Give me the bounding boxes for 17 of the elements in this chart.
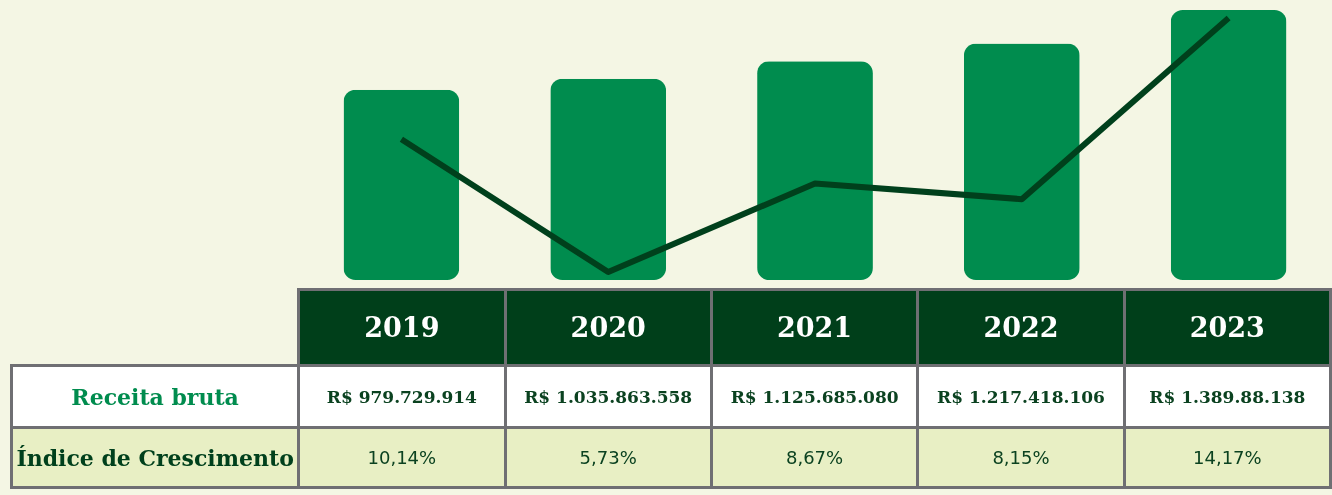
data-label: 8,67% (711, 427, 918, 488)
data-label: R$ 979.729.914 (298, 365, 505, 428)
data-label: R$ 1.217.418.106 (917, 365, 1125, 428)
x-tick-label: 2021 (711, 289, 918, 366)
text: Receita bruta (11, 365, 299, 428)
text: Índice de Crescimento (11, 427, 299, 488)
data-label: 14,17% (1124, 427, 1331, 488)
x-tick-label: 2020 (505, 289, 712, 366)
data-label: 10,14% (298, 427, 505, 488)
x-tick-label: 2023 (1124, 289, 1331, 366)
data-label: 5,73% (505, 427, 712, 488)
data-label: 8,15% (917, 427, 1125, 488)
x-tick-label: 2019 (298, 289, 505, 366)
data-label: R$ 1.035.863.558 (505, 365, 712, 428)
data-label: R$ 1.389.88.138 (1124, 365, 1331, 428)
x-tick-label: 2022 (917, 289, 1125, 366)
data-label: R$ 1.125.685.080 (711, 365, 918, 428)
